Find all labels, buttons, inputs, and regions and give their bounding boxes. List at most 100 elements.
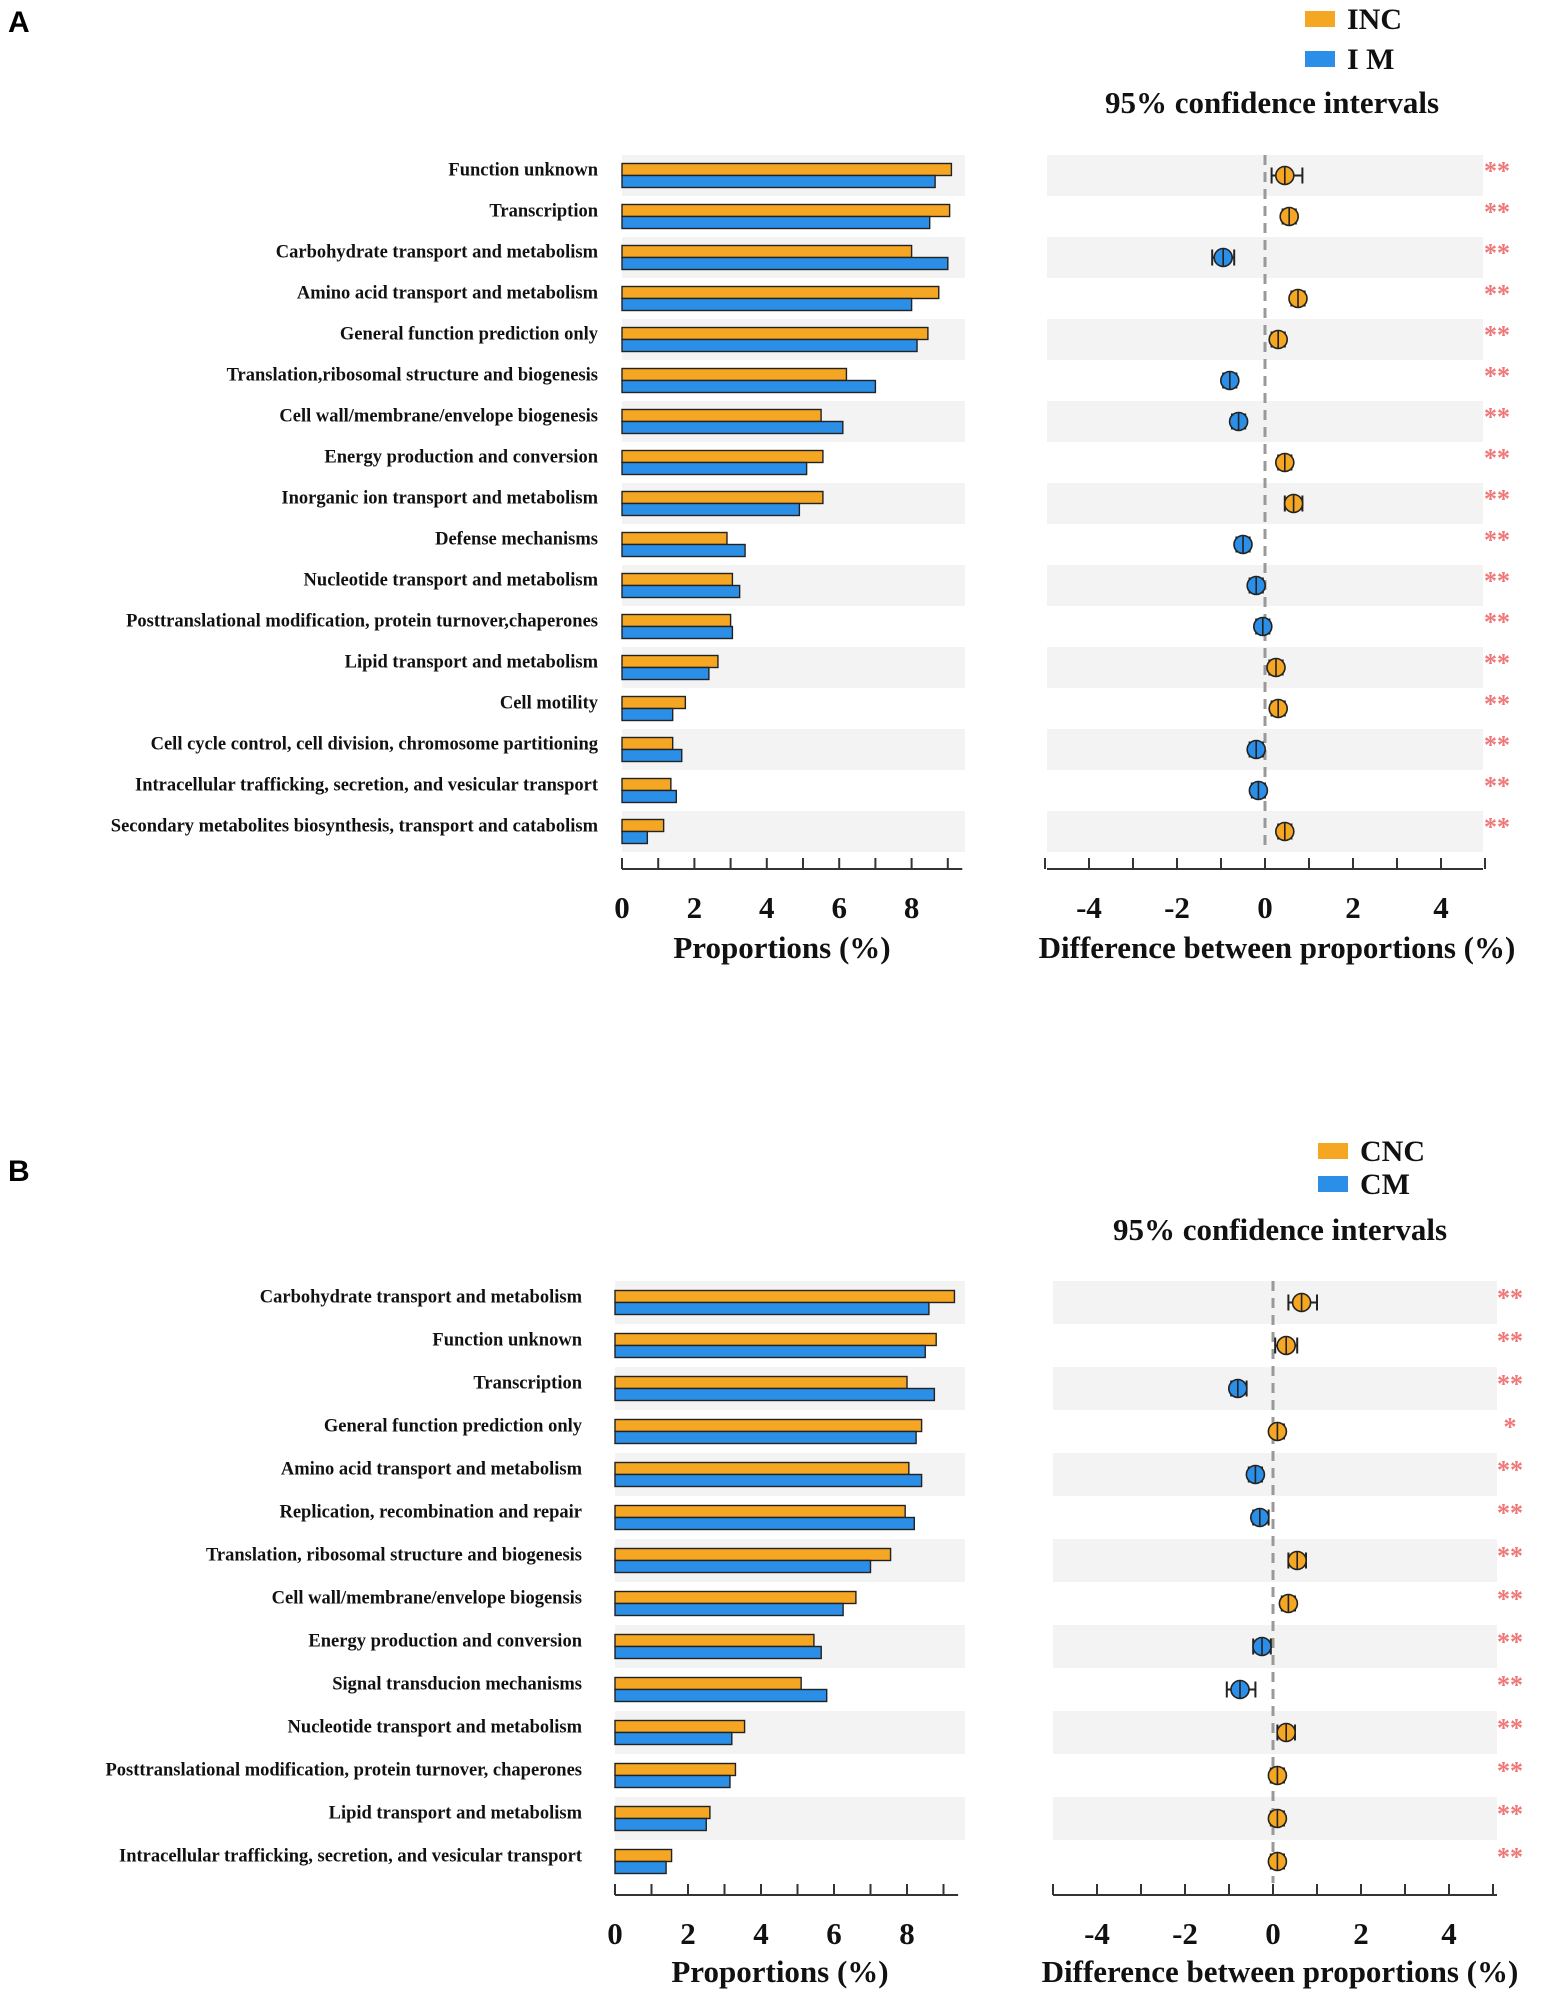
bar-inc xyxy=(621,695,687,710)
bar-im xyxy=(621,338,918,353)
right-axis-title: Difference between proportions (%) xyxy=(1042,1954,1519,1989)
significance-marker: ** xyxy=(1484,444,1510,473)
bar-im xyxy=(621,666,710,681)
category-label: Translation, ribosomal structure and bio… xyxy=(206,1546,582,1566)
legend-label-0: CNC xyxy=(1360,1135,1425,1168)
bar-inc xyxy=(621,777,672,792)
bar-im xyxy=(621,215,931,230)
bar-cm xyxy=(614,1559,872,1574)
category-label: Carbohydrate transport and metabolism xyxy=(276,243,599,263)
significance-marker: ** xyxy=(1497,1628,1523,1657)
significance-marker: ** xyxy=(1497,1456,1523,1485)
bar-inc xyxy=(621,408,822,423)
left-axis-tick-label: 0 xyxy=(607,1916,623,1951)
significance-marker: ** xyxy=(1484,608,1510,637)
category-label: Signal transducion mechanisms xyxy=(332,1675,582,1695)
bar-im xyxy=(621,543,746,558)
significance-marker: ** xyxy=(1484,362,1510,391)
bar-cm xyxy=(614,1817,707,1832)
right-axis-tick-label: 4 xyxy=(1441,1916,1457,1951)
category-label: Defense mechanisms xyxy=(435,530,598,550)
right-axis-tick-label: 0 xyxy=(1265,1916,1281,1951)
category-label: Lipid transport and metabolism xyxy=(345,653,599,673)
bar-inc xyxy=(621,736,674,751)
significance-marker: ** xyxy=(1484,526,1510,555)
bar-im xyxy=(621,789,677,804)
bar-cm xyxy=(614,1645,822,1660)
category-label: Function unknown xyxy=(432,1331,582,1351)
significance-marker: ** xyxy=(1497,1499,1523,1528)
category-label: Posttranslational modification, protein … xyxy=(126,612,598,632)
right-axis-tick-label: 4 xyxy=(1433,890,1449,925)
significance-marker: ** xyxy=(1497,1327,1523,1356)
bar-im xyxy=(621,297,913,312)
bar-cm xyxy=(614,1430,917,1445)
category-label: Transcription xyxy=(473,1374,582,1394)
category-label: Cell motility xyxy=(500,694,599,714)
significance-marker: * xyxy=(1504,1413,1517,1442)
significance-marker: ** xyxy=(1484,239,1510,268)
bar-cm xyxy=(614,1473,923,1488)
panel-letter: B xyxy=(8,1155,30,1188)
bar-cnc xyxy=(614,1848,673,1863)
bar-inc xyxy=(621,244,913,259)
significance-marker: ** xyxy=(1497,1843,1523,1872)
bar-cnc xyxy=(614,1547,892,1562)
significance-marker: ** xyxy=(1484,772,1510,801)
right-axis-tick-label: -4 xyxy=(1076,890,1102,925)
row-stripe-right xyxy=(1047,811,1483,852)
row-stripe-right xyxy=(1053,1453,1497,1496)
bar-inc xyxy=(621,818,665,833)
right-axis-tick-label: 0 xyxy=(1257,890,1273,925)
category-label: Secondary metabolites biosynthesis, tran… xyxy=(111,817,599,837)
bar-cm xyxy=(614,1774,731,1789)
significance-marker: ** xyxy=(1484,157,1510,186)
bar-inc xyxy=(621,449,824,464)
bar-inc xyxy=(621,367,848,382)
legend-label-1: I M xyxy=(1347,43,1395,76)
significance-marker: ** xyxy=(1497,1757,1523,1786)
bar-im xyxy=(621,707,674,722)
category-label: Energy production and conversion xyxy=(324,448,598,468)
left-axis-tick-label: 4 xyxy=(759,890,775,925)
bar-im xyxy=(621,625,734,640)
significance-marker: ** xyxy=(1484,403,1510,432)
legend-label-1: CM xyxy=(1360,1168,1410,1201)
bar-cnc xyxy=(614,1289,956,1304)
category-label: Nucleotide transport and metabolism xyxy=(288,1718,583,1738)
bar-cnc xyxy=(614,1461,910,1476)
left-axis-tick-label: 2 xyxy=(680,1916,696,1951)
bar-inc xyxy=(621,531,728,546)
bar-cnc xyxy=(614,1762,737,1777)
bar-inc xyxy=(621,654,719,669)
category-label: Cell wall/membrane/envelope biogenesis xyxy=(279,407,598,427)
bar-cnc xyxy=(614,1805,711,1820)
panel-a: A INC I M 95% confidence intervals Function … xyxy=(8,3,1515,965)
left-axis-title: Proportions (%) xyxy=(671,1954,888,1989)
category-label: Lipid transport and metabolism xyxy=(329,1804,583,1824)
bar-cm xyxy=(614,1602,844,1617)
bar-im xyxy=(621,830,649,845)
category-label: Function unknown xyxy=(448,161,598,181)
bar-cnc xyxy=(614,1332,937,1347)
bar-cm xyxy=(614,1301,930,1316)
bar-cm xyxy=(614,1688,828,1703)
significance-marker: ** xyxy=(1497,1284,1523,1313)
significance-marker: ** xyxy=(1484,813,1510,842)
row-stripe-right xyxy=(1053,1539,1497,1582)
category-label: General function prediction only xyxy=(324,1417,583,1437)
significance-marker: ** xyxy=(1484,198,1510,227)
significance-marker: ** xyxy=(1497,1800,1523,1829)
bar-inc xyxy=(621,162,953,177)
left-axis-tick-label: 2 xyxy=(687,890,703,925)
right-axis-tick-label: -2 xyxy=(1172,1916,1198,1951)
bar-im xyxy=(621,502,801,517)
bar-inc xyxy=(621,326,929,341)
left-axis-tick-label: 8 xyxy=(904,890,920,925)
category-label: Replication, recombination and repair xyxy=(279,1503,582,1523)
category-label: Cell wall/membrane/envelope biogensis xyxy=(272,1589,582,1609)
significance-marker: ** xyxy=(1484,649,1510,678)
bar-cnc xyxy=(614,1719,746,1734)
category-label: Posttranslational modification, protein … xyxy=(105,1761,582,1781)
